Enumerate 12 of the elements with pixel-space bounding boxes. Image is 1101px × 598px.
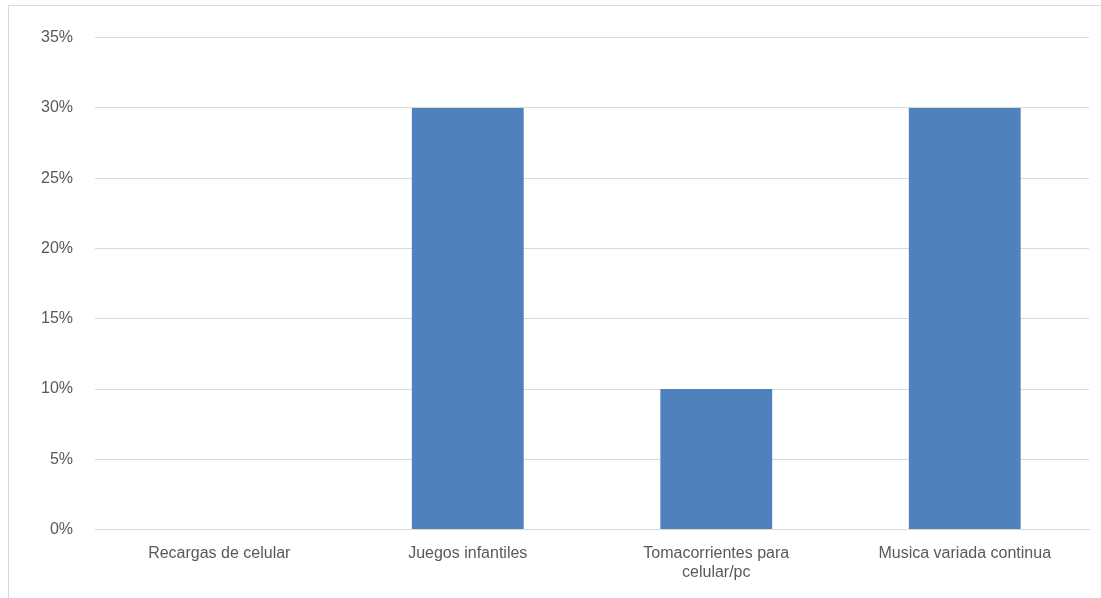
y-tick-label: 15% — [40, 309, 74, 327]
y-tick-label: 25% — [40, 168, 74, 186]
y-tick-label: 5% — [49, 449, 74, 467]
y-tick-label: 10% — [40, 379, 74, 397]
x-tick-label: Recargas de celular — [148, 543, 292, 561]
y-tick-label: 30% — [40, 98, 74, 116]
y-tick-label: 0% — [49, 520, 74, 538]
x-tick-label: Tomacorrientes para celular/pc — [643, 543, 790, 580]
x-tick-label: Musica variada continua — [878, 543, 1052, 561]
y-tick-label: 20% — [40, 238, 74, 256]
y-tick-label: 35% — [40, 28, 74, 46]
x-tick-label: Juegos infantiles — [408, 543, 528, 561]
